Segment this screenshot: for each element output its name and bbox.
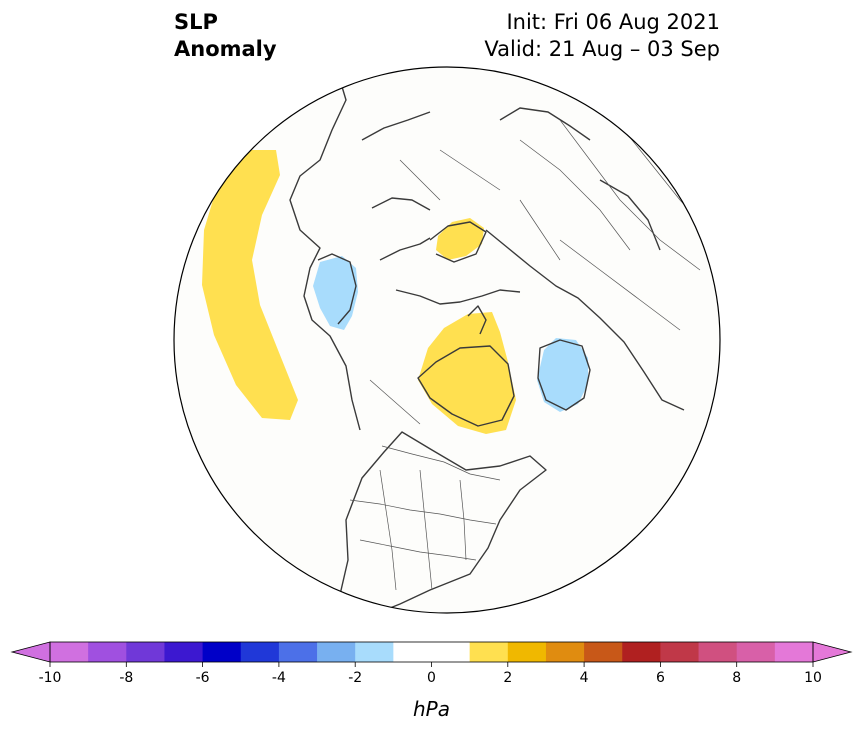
colorbar-over-triangle [812, 641, 853, 663]
colorbar-bins [50, 642, 814, 662]
polar-map [173, 66, 721, 614]
title-variable: SLP [174, 10, 218, 34]
colorbar-tick-label: -8 [119, 670, 133, 686]
siberia-negative-anomaly [537, 338, 588, 412]
colorbar-bin [240, 642, 280, 662]
colorbar-bin [622, 642, 661, 662]
forecast-dates: Init: Fri 06 Aug 2021 Valid: 21 Aug – 03… [484, 9, 720, 63]
colorbar-bin [88, 642, 127, 662]
colorbar-ticks: -10 -8 -6 -4 -2 0 2 4 6 8 10 [39, 662, 822, 686]
colorbar: -10 -8 -6 -4 -2 0 2 4 6 8 10 hPa [10, 641, 853, 721]
valid-period: Valid: 21 Aug – 03 Sep [484, 37, 720, 61]
colorbar-tick-label: 4 [580, 670, 589, 686]
colorbar-bin [545, 642, 585, 662]
colorbar-tick-label: 0 [427, 670, 436, 686]
title-subvariable: Anomaly [174, 37, 277, 61]
map-title: SLP Anomaly [174, 9, 277, 63]
colorbar-tick-label: -6 [196, 670, 210, 686]
colorbar-tick-label: -4 [272, 670, 286, 686]
colorbar-tick-label: 8 [732, 670, 741, 686]
colorbar-bin [469, 642, 509, 662]
colorbar-unit-label: hPa [413, 697, 450, 721]
colorbar-bin [126, 642, 165, 662]
colorbar-bin [431, 642, 471, 662]
init-date: Init: Fri 06 Aug 2021 [506, 10, 720, 34]
colorbar-bin [774, 642, 814, 662]
colorbar-bin [317, 642, 356, 662]
colorbar-tick-label: -2 [348, 670, 362, 686]
colorbar-under-triangle [10, 641, 51, 663]
colorbar-bin [698, 642, 738, 662]
scandinavia-positive-anomaly [436, 218, 484, 260]
colorbar-bin [660, 642, 700, 662]
north-pacific-positive-anomaly [202, 150, 298, 420]
colorbar-bin [202, 642, 242, 662]
colorbar-bin [393, 642, 432, 662]
colorbar-tick-label: 10 [804, 670, 822, 686]
colorbar-bin [50, 642, 89, 662]
greenland-positive-anomaly [418, 312, 516, 434]
colorbar-bin [736, 642, 776, 662]
colorbar-bin [278, 642, 318, 662]
colorbar-bin [584, 642, 623, 662]
globe-outline [173, 66, 721, 614]
colorbar-tick-label: 2 [503, 670, 512, 686]
hudson-bay-negative-anomaly [313, 256, 358, 330]
colorbar-tick-label: 6 [656, 670, 665, 686]
colorbar-tick-label: -10 [39, 670, 62, 686]
colorbar-bin [507, 642, 547, 662]
colorbar-bin [355, 642, 394, 662]
coastlines [289, 79, 685, 613]
colorbar-bin [164, 642, 204, 662]
